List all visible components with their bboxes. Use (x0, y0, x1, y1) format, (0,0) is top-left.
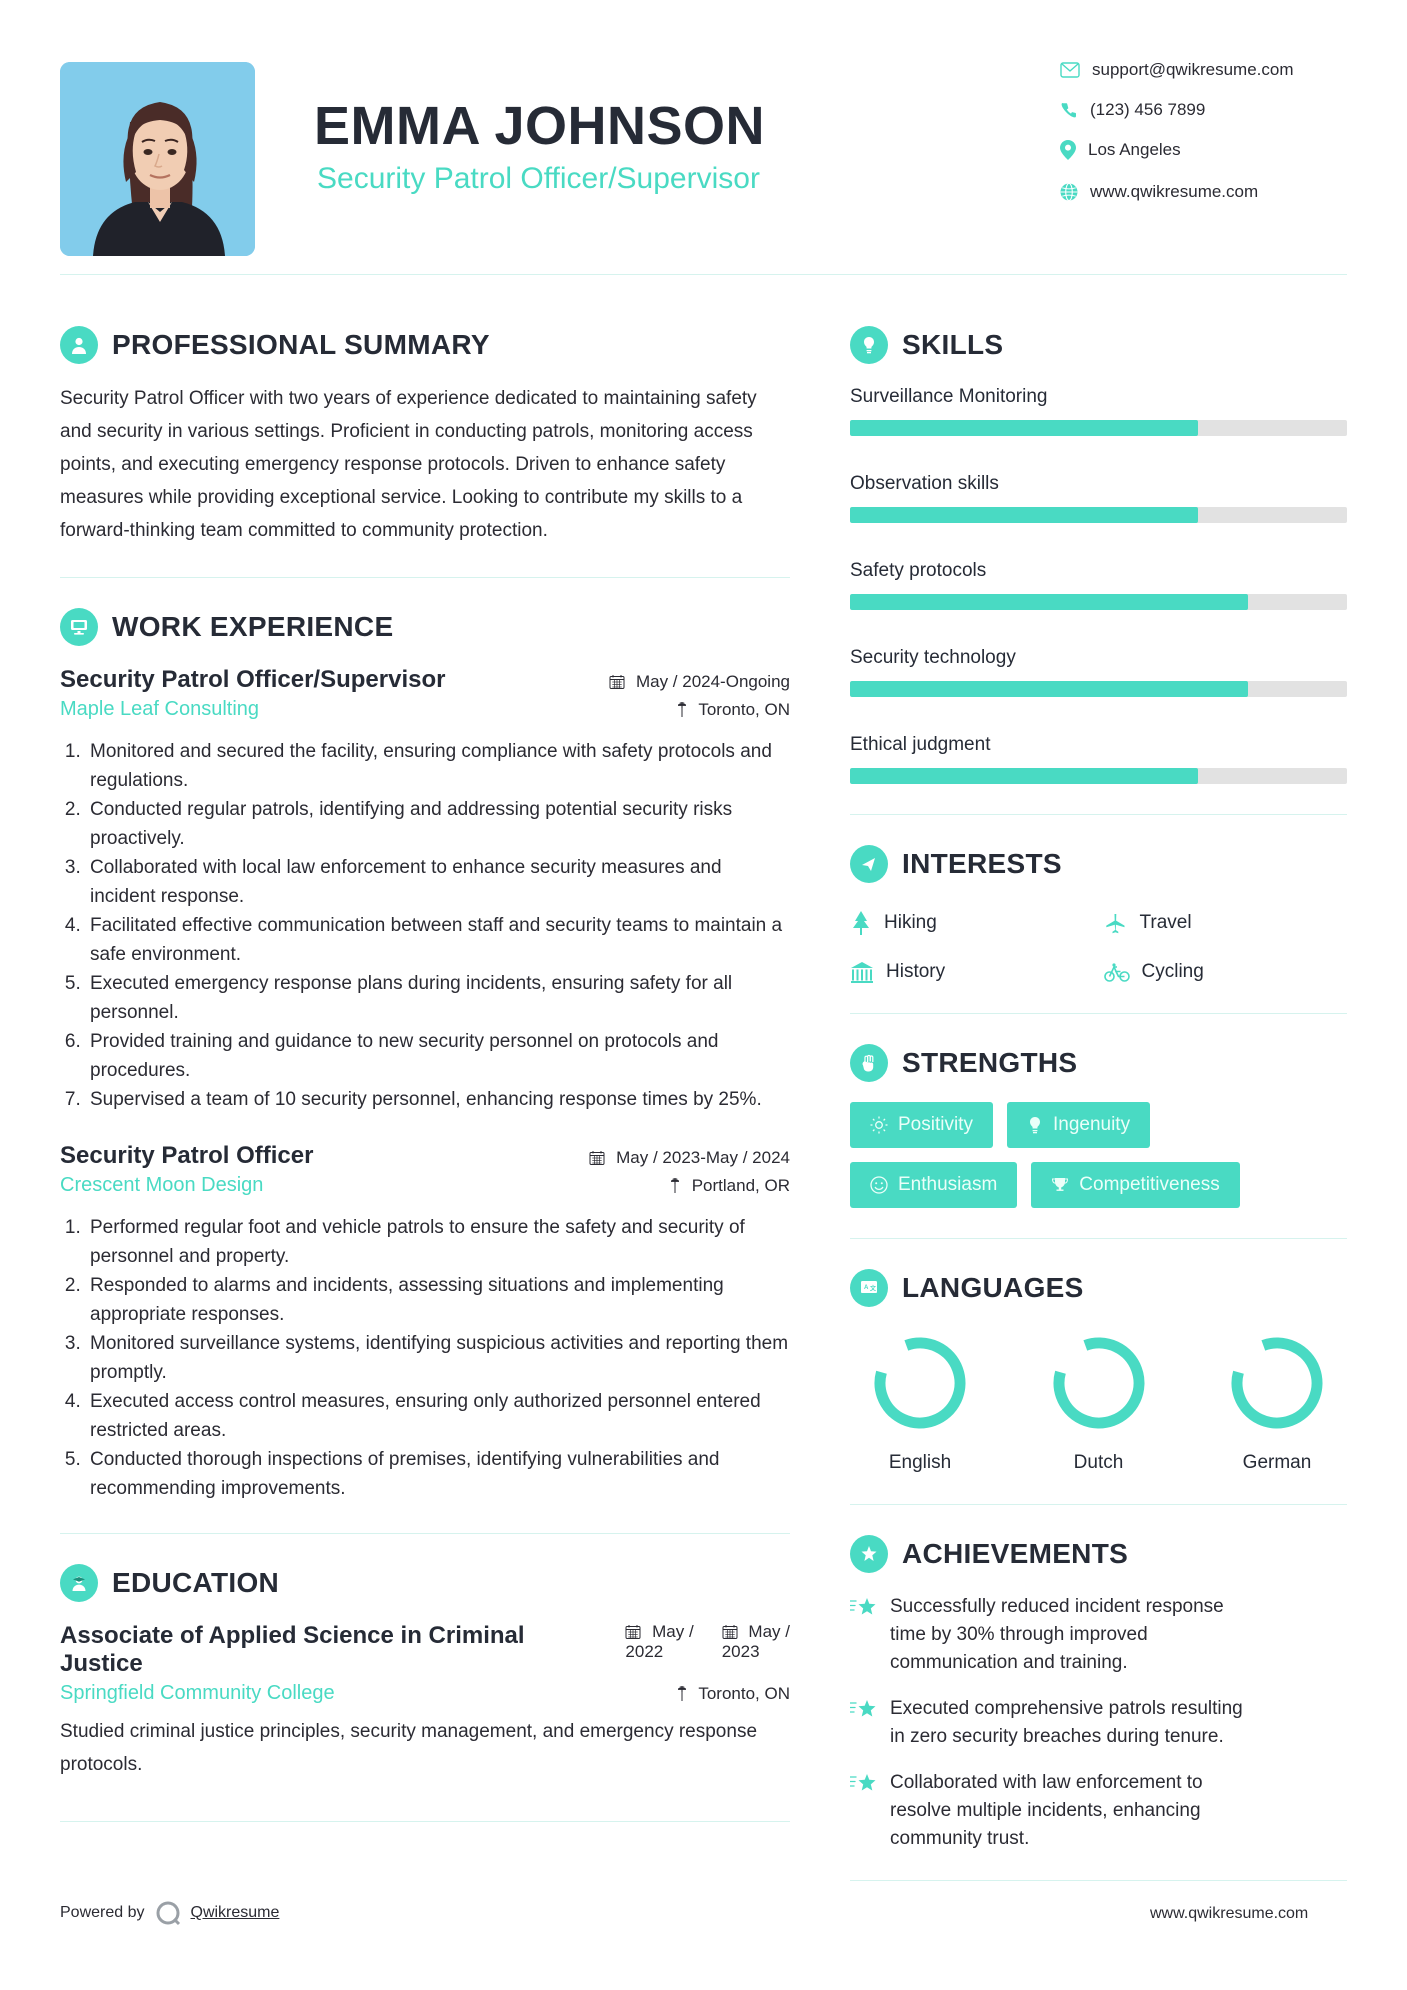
svg-text:A: A (864, 1285, 869, 1291)
svg-text:文: 文 (869, 1285, 877, 1293)
